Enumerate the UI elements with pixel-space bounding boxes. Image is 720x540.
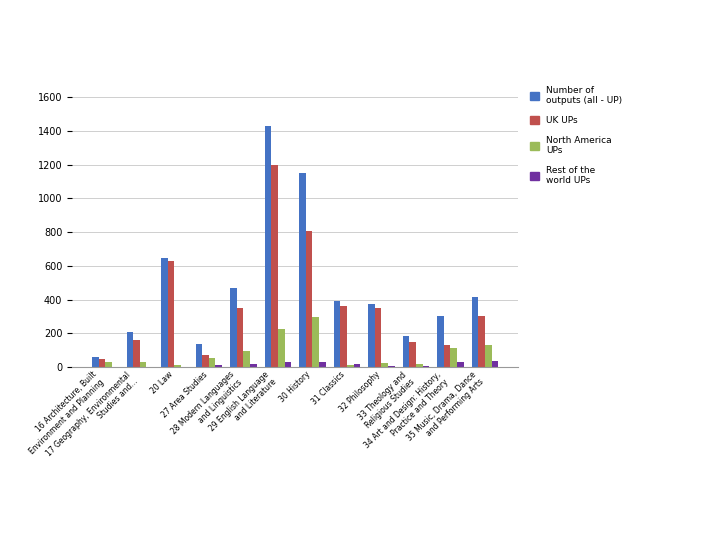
Bar [354,364,360,367]
Bar [230,288,237,367]
Legend: Number of
outputs (all - UP), UK UPs, North America
UPs, Rest of the
world UPs: Number of outputs (all - UP), UK UPs, No… [530,85,623,185]
Bar [334,301,341,367]
Bar [444,345,451,367]
Bar [423,366,429,367]
Bar [271,165,278,367]
Bar [437,316,444,367]
Bar [250,364,256,367]
Bar [202,355,209,367]
Bar [209,358,215,367]
Bar [457,362,464,367]
Bar [472,297,478,367]
Bar [382,363,388,367]
Bar [375,308,382,367]
Bar [284,362,291,367]
Bar [485,345,492,367]
Bar [347,365,354,367]
Bar [168,261,174,367]
Bar [140,362,146,367]
Bar [410,342,416,367]
Bar [243,351,250,367]
Bar [99,359,105,367]
Bar [451,348,457,367]
Bar [312,316,319,367]
Bar [196,343,202,367]
Bar [265,126,271,367]
Bar [388,366,395,367]
Bar [278,329,284,367]
Bar [319,362,325,367]
Bar [237,308,243,367]
Bar [306,231,312,367]
Bar [300,173,306,367]
Bar [403,336,410,367]
Bar [105,362,112,367]
Bar [478,316,485,367]
Bar [341,306,347,367]
Bar [92,357,99,367]
Bar [215,365,222,367]
Bar [133,340,140,367]
Text: Distribution of Arts and Humanities REF publications: Distribution of Arts and Humanities REF … [18,33,641,53]
Bar [492,361,498,367]
Bar [161,258,168,367]
Bar [127,332,133,367]
Bar [369,304,375,367]
Bar [416,364,423,367]
Bar [174,365,181,367]
